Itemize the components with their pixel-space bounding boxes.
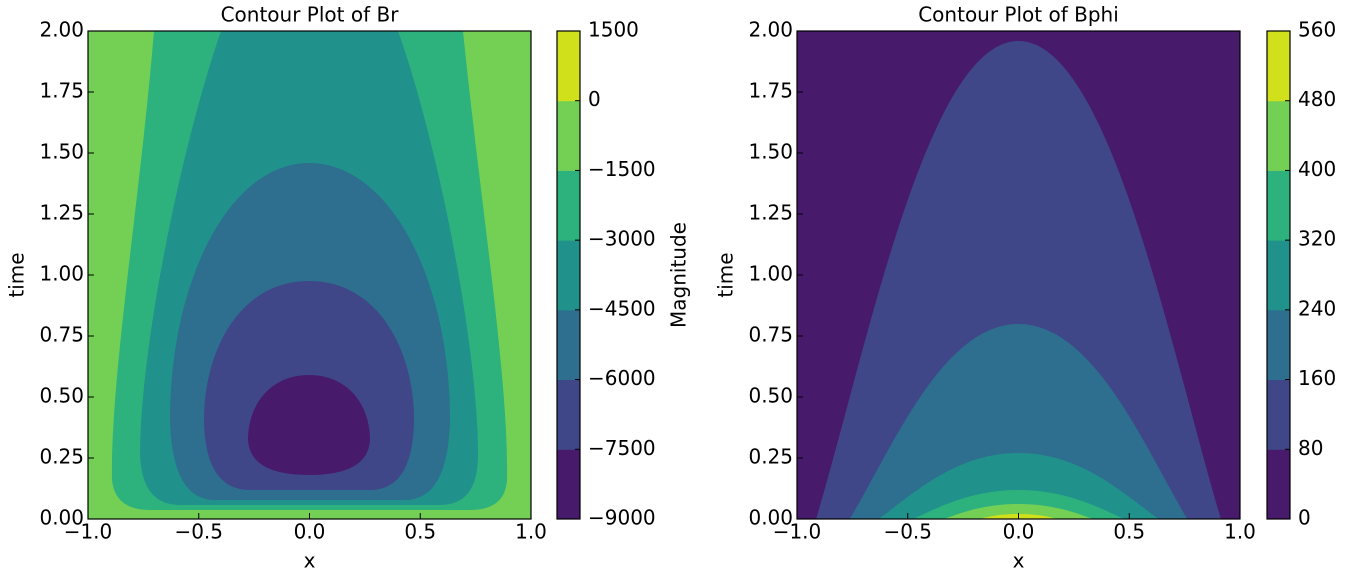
y-tick-label: 0.25	[748, 445, 793, 469]
colorbar-band	[1267, 240, 1290, 311]
y-tick-label: 1.25	[748, 201, 793, 225]
y-tick-label: 1.00	[39, 262, 84, 286]
colorbar-band	[557, 379, 580, 450]
colorbar-band	[1267, 309, 1290, 381]
y-tick-label: 2.00	[39, 18, 84, 42]
colorbar-band	[557, 449, 580, 520]
colorbar-tick-label: −6000	[588, 366, 656, 390]
x-tick-label: 0.5	[1113, 520, 1145, 544]
y-tick-label: 1.75	[748, 79, 793, 103]
colorbar-tick-label: 320	[1298, 227, 1336, 251]
colorbar-tick-label: 480	[1298, 87, 1336, 111]
y-axis-label: time	[714, 252, 738, 297]
x-tick-label: −1.0	[64, 520, 113, 544]
x-tick-label: 1.0	[515, 520, 547, 544]
plot-title: Contour Plot of Bphi	[918, 3, 1119, 27]
x-axis-label: x	[1013, 549, 1025, 573]
contour-regions	[797, 31, 1240, 519]
y-tick-label: 0.75	[39, 323, 84, 347]
colorbar-tick-label: 1500	[588, 18, 639, 42]
contour-band	[248, 375, 370, 475]
colorbar-tick-label: 0	[588, 87, 601, 111]
contour-fill	[88, 31, 531, 519]
contour-fill	[797, 31, 1240, 519]
y-axis-label: time	[5, 252, 29, 297]
colorbar-tick-label: −7500	[588, 436, 656, 460]
colorbar-band	[557, 309, 580, 381]
plot-title: Contour Plot of Br	[221, 3, 400, 27]
contour-band	[816, 41, 1221, 519]
x-axis-label: x	[304, 549, 316, 573]
colorbar-label: Magnitude	[667, 222, 691, 328]
x-tick-label: 0.5	[404, 520, 436, 544]
colorbar-tick-label: −4500	[588, 296, 656, 320]
contour-regions	[88, 31, 531, 519]
colorbar-band	[557, 240, 580, 311]
colorbar-tick-label: −1500	[588, 157, 656, 181]
x-tick-label: −1.0	[773, 520, 822, 544]
y-tick-label: 0.75	[748, 323, 793, 347]
colorbar-tick-label: 160	[1298, 366, 1336, 390]
x-tick-label: 0.0	[294, 520, 326, 544]
contour-band	[849, 324, 1188, 519]
colorbar-tick-label: −3000	[588, 227, 656, 251]
y-tick-label: 0.50	[39, 384, 84, 408]
colorbar-tick-label: −9000	[588, 506, 656, 530]
y-tick-label: 0.00	[39, 506, 84, 530]
y-tick-label: 1.75	[39, 79, 84, 103]
colorbar-tick-label: 240	[1298, 296, 1336, 320]
colorbar-band	[557, 100, 580, 171]
y-tick-label: 2.00	[748, 18, 793, 42]
y-tick-label: 0.00	[748, 506, 793, 530]
y-tick-label: 0.25	[39, 445, 84, 469]
colorbar-band	[557, 31, 580, 102]
y-tick-label: 1.00	[748, 262, 793, 286]
y-tick-label: 0.50	[748, 384, 793, 408]
colorbar-tick-label: 400	[1298, 157, 1336, 181]
colorbar-tick-label: 560	[1298, 18, 1336, 42]
colorbar-frame	[556, 30, 581, 520]
colorbar-tick-label: 80	[1298, 436, 1323, 460]
y-tick-label: 1.50	[39, 140, 84, 164]
colorbar-band	[557, 170, 580, 241]
colorbar-tick-label: 0	[1298, 506, 1311, 530]
x-tick-label: −0.5	[883, 520, 932, 544]
colorbar-band	[1267, 170, 1290, 241]
colorbar-band	[1267, 31, 1290, 102]
colorbar-band	[1267, 449, 1290, 520]
y-tick-label: 1.50	[748, 140, 793, 164]
colorbar-band	[1267, 100, 1290, 171]
x-tick-label: 1.0	[1224, 520, 1256, 544]
x-tick-label: 0.0	[1003, 520, 1035, 544]
colorbar-frame	[1266, 30, 1291, 520]
y-tick-label: 1.25	[39, 201, 84, 225]
colorbar-band	[1267, 379, 1290, 450]
contour-band	[878, 453, 1159, 519]
contour-band	[943, 504, 1094, 519]
x-tick-label: −0.5	[174, 520, 223, 544]
